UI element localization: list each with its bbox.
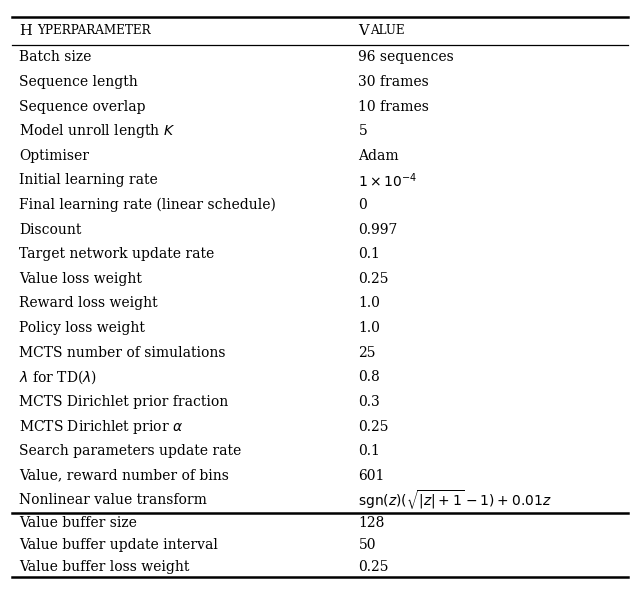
Text: $\lambda$ for TD($\lambda$): $\lambda$ for TD($\lambda$)	[19, 368, 97, 386]
Text: Final learning rate (linear schedule): Final learning rate (linear schedule)	[19, 198, 276, 212]
Text: 128: 128	[358, 516, 385, 530]
Text: 0: 0	[358, 198, 367, 212]
Text: MCTS number of simulations: MCTS number of simulations	[19, 346, 226, 360]
Text: 0.1: 0.1	[358, 444, 380, 458]
Text: Value buffer size: Value buffer size	[19, 516, 137, 530]
Text: Batch size: Batch size	[19, 50, 92, 64]
Text: V: V	[358, 24, 369, 38]
Text: Sequence overlap: Sequence overlap	[19, 100, 146, 113]
Text: Initial learning rate: Initial learning rate	[19, 173, 158, 188]
Text: Sequence length: Sequence length	[19, 75, 138, 89]
Text: Policy loss weight: Policy loss weight	[19, 321, 145, 335]
Text: Value loss weight: Value loss weight	[19, 272, 142, 286]
Text: Value buffer update interval: Value buffer update interval	[19, 538, 218, 552]
Text: 96 sequences: 96 sequences	[358, 50, 454, 64]
Text: 1.0: 1.0	[358, 321, 380, 335]
Text: Reward loss weight: Reward loss weight	[19, 296, 158, 311]
Text: Target network update rate: Target network update rate	[19, 247, 214, 261]
Text: Nonlinear value transform: Nonlinear value transform	[19, 494, 207, 507]
Text: 0.25: 0.25	[358, 272, 389, 286]
Text: H: H	[19, 24, 32, 38]
Text: Adam: Adam	[358, 149, 399, 163]
Text: MCTS Dirichlet prior $\alpha$: MCTS Dirichlet prior $\alpha$	[19, 418, 184, 435]
Text: $1 \times 10^{-4}$: $1 \times 10^{-4}$	[358, 171, 418, 189]
Text: 601: 601	[358, 469, 385, 483]
Text: 0.25: 0.25	[358, 419, 389, 434]
Text: Model unroll length $K$: Model unroll length $K$	[19, 122, 175, 140]
Text: Value buffer loss weight: Value buffer loss weight	[19, 560, 189, 574]
Text: Search parameters update rate: Search parameters update rate	[19, 444, 241, 458]
Text: YPERPARAMETER: YPERPARAMETER	[37, 24, 151, 37]
Text: Optimiser: Optimiser	[19, 149, 89, 163]
Text: 0.1: 0.1	[358, 247, 380, 261]
Text: $\mathrm{sgn}(z)(\sqrt{|z|+1}-1)+0.01z$: $\mathrm{sgn}(z)(\sqrt{|z|+1}-1)+0.01z$	[358, 488, 552, 512]
Text: 50: 50	[358, 538, 376, 552]
Text: 5: 5	[358, 124, 367, 138]
Text: 0.8: 0.8	[358, 370, 380, 384]
Text: 10 frames: 10 frames	[358, 100, 429, 113]
Text: 30 frames: 30 frames	[358, 75, 429, 89]
Text: 25: 25	[358, 346, 376, 360]
Text: 0.25: 0.25	[358, 560, 389, 574]
Text: Value, reward number of bins: Value, reward number of bins	[19, 469, 229, 483]
Text: MCTS Dirichlet prior fraction: MCTS Dirichlet prior fraction	[19, 395, 228, 409]
Text: 1.0: 1.0	[358, 296, 380, 311]
Text: 0.997: 0.997	[358, 223, 398, 236]
Text: 0.3: 0.3	[358, 395, 380, 409]
Text: Discount: Discount	[19, 223, 81, 236]
Text: ALUE: ALUE	[370, 24, 404, 37]
